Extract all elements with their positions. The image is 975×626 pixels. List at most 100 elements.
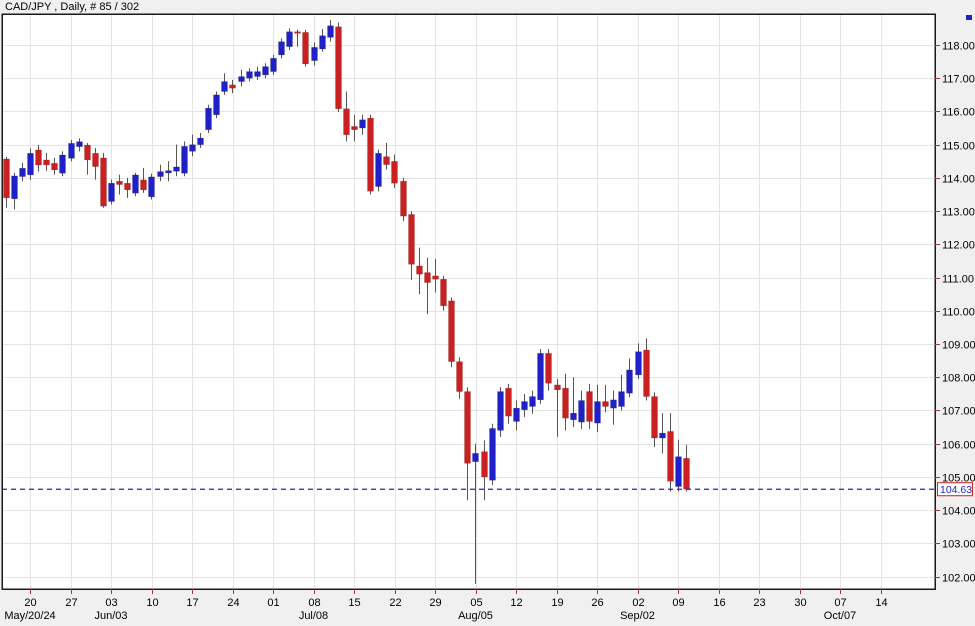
up-candle-body (594, 401, 601, 424)
month-label: Oct/07 (824, 610, 856, 622)
candle (286, 28, 293, 50)
down-candle-body (302, 32, 309, 65)
down-candle-body (586, 391, 593, 422)
candle (586, 383, 593, 429)
candle (675, 439, 682, 492)
x-tick-label: 08 (308, 597, 320, 609)
up-candle-body (489, 428, 496, 481)
x-tick-label: 09 (672, 597, 684, 609)
plot-background (2, 14, 935, 589)
up-candle-body (497, 391, 504, 431)
down-candle-body (383, 156, 390, 165)
month-label: Sep/02 (620, 610, 655, 622)
down-candle-body (294, 31, 301, 34)
x-tick-label: 05 (470, 597, 482, 609)
up-candle-body (68, 143, 75, 159)
down-candle-body (100, 157, 107, 207)
candle (213, 91, 220, 119)
up-candle-body (76, 141, 83, 147)
down-candle-body (351, 126, 358, 130)
down-candle-body (602, 401, 609, 407)
candle (92, 147, 99, 180)
up-candle-body (254, 71, 261, 77)
candle (537, 349, 544, 404)
candle (116, 174, 123, 195)
candle (448, 297, 455, 368)
y-tick-label: 105.00 (942, 473, 975, 485)
month-label: Aug/05 (458, 610, 493, 622)
down-candle-body (92, 153, 99, 167)
up-candle-body (359, 119, 366, 129)
chart-title: CAD/JPY , Daily, # 85 / 302 (5, 1, 140, 13)
x-tick-label: 02 (632, 597, 644, 609)
down-candle-body (84, 144, 91, 161)
x-tick-label: 14 (875, 597, 887, 609)
candle (472, 443, 479, 584)
last-price-tag-label: 104.63 (940, 484, 972, 496)
up-candle-body (659, 432, 666, 439)
candle (254, 66, 261, 80)
y-tick-label: 118.00 (942, 41, 975, 53)
down-candle-body (416, 265, 423, 275)
candle (3, 156, 10, 208)
down-candle-body (43, 159, 50, 166)
candle (327, 20, 334, 42)
x-tick-label: 07 (834, 597, 846, 609)
x-axis: 20 27 03 10 17 24 01 08 15 22 29 05 12 19 26 02 09 16 23 30… (4, 589, 888, 622)
x-tick-label: 22 (389, 597, 401, 609)
up-candle-body (246, 71, 253, 79)
y-tick-label: 113.00 (942, 207, 975, 219)
candle (59, 151, 66, 177)
candle (432, 259, 439, 293)
candle (529, 390, 536, 414)
x-tick-label: 26 (591, 597, 603, 609)
candle (513, 400, 520, 431)
gridlines (2, 14, 935, 589)
down-candle-body (35, 149, 42, 166)
x-tick-label: 23 (753, 597, 765, 609)
y-tick-label: 106.00 (942, 440, 975, 452)
candle (19, 162, 26, 182)
candle (659, 413, 666, 454)
down-candle-body (124, 182, 131, 191)
y-tick-label: 111.00 (942, 274, 974, 286)
month-label: Jul/08 (299, 610, 328, 622)
x-tick-label: 12 (510, 597, 522, 609)
down-candle-body (667, 431, 674, 482)
x-tick-label: 17 (186, 597, 198, 609)
down-candle-body (545, 353, 552, 384)
y-tick-label: 102.00 (942, 573, 975, 585)
candle (302, 30, 309, 67)
candle (311, 42, 318, 66)
down-candle-body (481, 451, 488, 478)
candle (635, 343, 642, 379)
up-candle-body (626, 369, 633, 394)
y-tick-label: 114.00 (942, 174, 975, 186)
candle (383, 143, 390, 170)
down-candle-body (456, 361, 463, 392)
up-candle-body (513, 407, 520, 422)
y-tick-label: 104.00 (942, 506, 975, 518)
down-candle-body (651, 396, 658, 439)
up-candle-body (108, 182, 115, 202)
candle (189, 134, 196, 157)
down-candle-body (229, 84, 236, 89)
y-tick-label: 109.00 (942, 340, 975, 352)
candle (262, 63, 269, 79)
up-candle-body (675, 456, 682, 487)
x-tick-label: 30 (794, 597, 806, 609)
up-candle-body (311, 47, 318, 61)
candle (11, 172, 18, 210)
x-tick-label: 16 (713, 597, 725, 609)
up-candle-body (327, 25, 334, 38)
candle (157, 164, 164, 182)
down-candle-body (562, 387, 569, 419)
candle (51, 157, 58, 175)
candle (319, 29, 326, 52)
up-candle-body (286, 31, 293, 47)
up-candle-body (205, 107, 212, 130)
up-candle-body (27, 153, 34, 176)
candle (246, 68, 253, 82)
candle (148, 173, 155, 200)
